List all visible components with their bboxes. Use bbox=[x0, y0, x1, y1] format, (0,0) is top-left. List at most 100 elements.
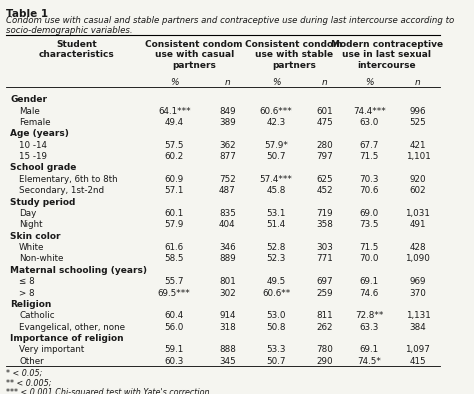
Text: Day: Day bbox=[19, 209, 36, 218]
Text: Elementary, 6th to 8th: Elementary, 6th to 8th bbox=[19, 175, 118, 184]
Text: 60.1: 60.1 bbox=[164, 209, 184, 218]
Text: 345: 345 bbox=[219, 357, 236, 366]
Text: 51.4: 51.4 bbox=[266, 220, 286, 229]
Text: 404: 404 bbox=[219, 220, 236, 229]
Text: 421: 421 bbox=[410, 141, 426, 150]
Text: 73.5: 73.5 bbox=[359, 220, 379, 229]
Text: 1,090: 1,090 bbox=[406, 255, 430, 264]
Text: 49.4: 49.4 bbox=[164, 118, 184, 127]
Text: Other: Other bbox=[19, 357, 44, 366]
Text: 59.1: 59.1 bbox=[164, 346, 184, 355]
Text: 10 -14: 10 -14 bbox=[19, 141, 47, 150]
Text: 389: 389 bbox=[219, 118, 236, 127]
Text: Consistent condom
use with stable
partners: Consistent condom use with stable partne… bbox=[245, 40, 343, 70]
Text: 53.0: 53.0 bbox=[266, 311, 286, 320]
Text: 697: 697 bbox=[317, 277, 333, 286]
Text: Male: Male bbox=[19, 107, 40, 115]
Text: 74.5*: 74.5* bbox=[357, 357, 381, 366]
Text: 370: 370 bbox=[410, 288, 427, 297]
Text: 15 -19: 15 -19 bbox=[19, 152, 47, 161]
Text: 42.3: 42.3 bbox=[266, 118, 286, 127]
Text: 56.0: 56.0 bbox=[164, 323, 184, 332]
Text: 50.7: 50.7 bbox=[266, 357, 286, 366]
Text: Gender: Gender bbox=[10, 95, 47, 104]
Text: 780: 780 bbox=[317, 346, 333, 355]
Text: 57.5: 57.5 bbox=[164, 141, 184, 150]
Text: Modern contraceptive
use in last sexual
intercourse: Modern contraceptive use in last sexual … bbox=[331, 40, 443, 70]
Text: 57.4***: 57.4*** bbox=[260, 175, 292, 184]
Text: Religion: Religion bbox=[10, 300, 52, 309]
Text: 920: 920 bbox=[410, 175, 426, 184]
Text: 69.1: 69.1 bbox=[360, 346, 379, 355]
Text: 625: 625 bbox=[317, 175, 333, 184]
Text: %: % bbox=[365, 78, 374, 87]
Text: Night: Night bbox=[19, 220, 43, 229]
Text: 57.9: 57.9 bbox=[164, 220, 184, 229]
Text: n: n bbox=[415, 78, 421, 87]
Text: 71.5: 71.5 bbox=[359, 152, 379, 161]
Text: 70.0: 70.0 bbox=[359, 255, 379, 264]
Text: 1,131: 1,131 bbox=[406, 311, 430, 320]
Text: 74.4***: 74.4*** bbox=[353, 107, 385, 115]
Text: 487: 487 bbox=[219, 186, 236, 195]
Text: 259: 259 bbox=[317, 288, 333, 297]
Text: 752: 752 bbox=[219, 175, 236, 184]
Text: 771: 771 bbox=[317, 255, 333, 264]
Text: 914: 914 bbox=[219, 311, 236, 320]
Text: 358: 358 bbox=[317, 220, 333, 229]
Text: 60.6***: 60.6*** bbox=[260, 107, 292, 115]
Text: > 8: > 8 bbox=[19, 288, 35, 297]
Text: 45.8: 45.8 bbox=[266, 186, 286, 195]
Text: 1,097: 1,097 bbox=[406, 346, 430, 355]
Text: 57.1: 57.1 bbox=[164, 186, 184, 195]
Text: 60.2: 60.2 bbox=[164, 152, 184, 161]
Text: 835: 835 bbox=[219, 209, 236, 218]
Text: Secondary, 1st-2nd: Secondary, 1st-2nd bbox=[19, 186, 104, 195]
Text: Very important: Very important bbox=[19, 346, 84, 355]
Text: 60.3: 60.3 bbox=[164, 357, 184, 366]
Text: * < 0.05;: * < 0.05; bbox=[6, 369, 42, 378]
Text: n: n bbox=[322, 78, 328, 87]
Text: Skin color: Skin color bbox=[10, 232, 61, 241]
Text: White: White bbox=[19, 243, 45, 252]
Text: 888: 888 bbox=[219, 346, 236, 355]
Text: 58.5: 58.5 bbox=[164, 255, 184, 264]
Text: 889: 889 bbox=[219, 255, 236, 264]
Text: 50.7: 50.7 bbox=[266, 152, 286, 161]
Text: Female: Female bbox=[19, 118, 51, 127]
Text: 969: 969 bbox=[410, 277, 426, 286]
Text: 415: 415 bbox=[410, 357, 426, 366]
Text: Table 1: Table 1 bbox=[6, 9, 48, 19]
Text: 290: 290 bbox=[317, 357, 333, 366]
Text: 797: 797 bbox=[317, 152, 333, 161]
Text: 60.6**: 60.6** bbox=[262, 288, 290, 297]
Text: 63.0: 63.0 bbox=[359, 118, 379, 127]
Text: 57.9*: 57.9* bbox=[264, 141, 288, 150]
Text: 346: 346 bbox=[219, 243, 236, 252]
Text: 60.9: 60.9 bbox=[164, 175, 184, 184]
Text: %: % bbox=[170, 78, 179, 87]
Text: 74.6: 74.6 bbox=[360, 288, 379, 297]
Text: Age (years): Age (years) bbox=[10, 129, 69, 138]
Text: 60.4: 60.4 bbox=[164, 311, 184, 320]
Text: 52.3: 52.3 bbox=[266, 255, 286, 264]
Text: ** < 0.005;: ** < 0.005; bbox=[6, 378, 51, 387]
Text: 70.6: 70.6 bbox=[359, 186, 379, 195]
Text: Evangelical, other, none: Evangelical, other, none bbox=[19, 323, 125, 332]
Text: 1,031: 1,031 bbox=[406, 209, 430, 218]
Text: 262: 262 bbox=[317, 323, 333, 332]
Text: 67.7: 67.7 bbox=[359, 141, 379, 150]
Text: 69.5***: 69.5*** bbox=[158, 288, 191, 297]
Text: 55.7: 55.7 bbox=[164, 277, 184, 286]
Text: Student
characteristics: Student characteristics bbox=[39, 40, 115, 59]
Text: ≤ 8: ≤ 8 bbox=[19, 277, 35, 286]
Text: 384: 384 bbox=[410, 323, 426, 332]
Text: *** < 0.001 Chi-squared test with Yate's correction.: *** < 0.001 Chi-squared test with Yate's… bbox=[6, 388, 212, 394]
Text: n: n bbox=[225, 78, 230, 87]
Text: 996: 996 bbox=[410, 107, 426, 115]
Text: Study period: Study period bbox=[10, 197, 76, 206]
Text: 491: 491 bbox=[410, 220, 426, 229]
Text: 601: 601 bbox=[317, 107, 333, 115]
Text: 801: 801 bbox=[219, 277, 236, 286]
Text: 719: 719 bbox=[317, 209, 333, 218]
